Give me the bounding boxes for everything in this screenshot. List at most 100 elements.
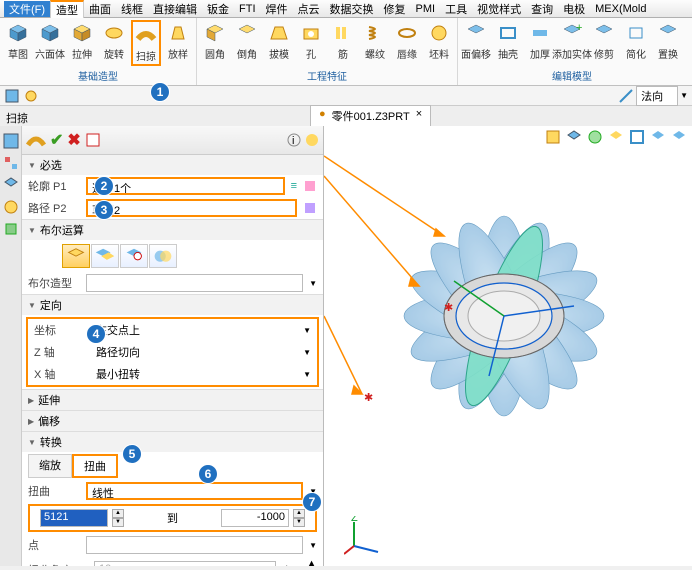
ribbon-replace[interactable]: 置换 xyxy=(653,20,683,62)
menu-tab[interactable]: 钣金 xyxy=(202,1,234,17)
ribbon-draft[interactable]: 拔模 xyxy=(264,20,294,62)
normal-icon[interactable] xyxy=(618,88,634,104)
tab-scale[interactable]: 缩放 xyxy=(28,454,72,478)
boolshape-field[interactable] xyxy=(86,274,303,292)
zaxis-field[interactable]: 路径切向 xyxy=(92,343,297,361)
vt-icon[interactable] xyxy=(586,128,604,146)
info-icon[interactable]: i xyxy=(287,133,301,147)
lt-icon[interactable] xyxy=(2,132,20,150)
angle-field[interactable]: 10 xyxy=(94,561,276,566)
vt-icon[interactable] xyxy=(607,128,625,146)
section-orient: 定向 坐标在交点上▼ Z 轴路径切向▼ X 轴最小扭转▼ xyxy=(22,295,323,390)
vt-icon[interactable] xyxy=(565,128,583,146)
marker-2: 2 xyxy=(94,176,114,196)
menu-tab[interactable]: 修复 xyxy=(379,1,411,17)
tab-twist[interactable]: 扭曲 xyxy=(72,454,118,478)
section-header[interactable]: 转换 xyxy=(22,432,323,452)
ribbon-simplify[interactable]: 简化 xyxy=(621,20,651,62)
spinner[interactable]: ▲▼ xyxy=(306,558,317,566)
ribbon-shell[interactable]: 抽壳 xyxy=(493,20,523,62)
vt-icon[interactable] xyxy=(544,128,562,146)
bool-sub[interactable] xyxy=(120,244,148,268)
ribbon-revolve[interactable]: 旋转 xyxy=(99,20,129,66)
pick-icon[interactable] xyxy=(303,179,317,193)
help-icon[interactable] xyxy=(305,133,319,147)
lt-icon[interactable] xyxy=(2,198,20,216)
ribbon-offset[interactable]: 面偏移 xyxy=(461,20,491,62)
spinner[interactable]: ▲▼ xyxy=(293,509,305,527)
menu-tab[interactable]: 曲面 xyxy=(84,1,116,17)
xaxis-field[interactable]: 最小扭转 xyxy=(92,365,297,383)
qat-icon[interactable] xyxy=(23,88,39,104)
ribbon-hole[interactable]: 孔 xyxy=(296,20,326,62)
section-offset[interactable]: 偏移 xyxy=(22,411,323,431)
section-transform: 转换 缩放 扭曲 扭曲线性▼ 5121 ▲▼ 到 -1000 ▲▼ 点▼ 扭曲角… xyxy=(22,432,323,566)
ribbon-lip[interactable]: 唇缘 xyxy=(392,20,422,62)
lt-icon[interactable] xyxy=(2,220,20,238)
coord-field[interactable]: 在交点上 xyxy=(92,321,297,339)
lt-icon[interactable] xyxy=(2,176,20,194)
menu-file[interactable]: 文件(F) xyxy=(4,1,50,17)
lt-icon[interactable] xyxy=(2,154,20,172)
ribbon-loft[interactable]: 放样 xyxy=(163,20,193,66)
section-header[interactable]: 定向 xyxy=(22,295,323,315)
ribbon-fillet[interactable]: 圆角 xyxy=(200,20,230,62)
ribbon-stock[interactable]: 坯料 xyxy=(424,20,454,62)
ribbon-sketch[interactable]: 草图 xyxy=(3,20,33,66)
profile-field[interactable]: 选中1个 xyxy=(86,177,285,195)
bool-add[interactable] xyxy=(91,244,119,268)
menu-tab[interactable]: PMI xyxy=(411,3,441,15)
vt-icon[interactable] xyxy=(649,128,667,146)
menu-tab[interactable]: 查询 xyxy=(526,1,558,17)
left-toolbar xyxy=(0,126,22,566)
menu-tab[interactable]: 视觉样式 xyxy=(472,1,526,17)
vt-icon[interactable] xyxy=(628,128,646,146)
menu-tab[interactable]: MEX(Mold xyxy=(590,3,651,15)
twist-type-field[interactable]: 线性 xyxy=(86,482,303,500)
point-field[interactable] xyxy=(86,536,303,554)
twist-to-field[interactable]: -1000 xyxy=(221,509,289,527)
ribbon-addbody[interactable]: +添加实体 xyxy=(557,20,587,62)
svg-text:+: + xyxy=(576,23,582,34)
normal-dropdown[interactable]: 法向 xyxy=(636,86,678,106)
marker-7: 7 xyxy=(302,492,322,512)
bool-none[interactable] xyxy=(62,244,90,268)
ribbon-group-title: 编辑模型 xyxy=(461,68,683,85)
menu-tab[interactable]: 线框 xyxy=(116,1,148,17)
close-icon[interactable]: × xyxy=(416,108,422,124)
bool-int[interactable] xyxy=(149,244,177,268)
section-header[interactable]: 必选 xyxy=(22,155,323,175)
ok-button[interactable]: ✔ xyxy=(50,130,63,150)
twist-from-field[interactable]: 5121 xyxy=(40,509,108,527)
section-header[interactable]: 布尔运算 xyxy=(22,220,323,240)
qat-icon[interactable] xyxy=(4,88,20,104)
point-label: 点 xyxy=(28,537,80,553)
pick-icon[interactable] xyxy=(303,201,317,215)
section-extend[interactable]: 延伸 xyxy=(22,390,323,410)
menu-tab[interactable]: 电极 xyxy=(558,1,590,17)
ribbon-extrude[interactable]: 拉伸 xyxy=(67,20,97,66)
sweep-icon xyxy=(26,131,46,149)
ribbon-chamfer[interactable]: 倒角 xyxy=(232,20,262,62)
path-field[interactable]: 草图2 xyxy=(86,199,297,217)
ribbon-sweep[interactable]: 扫掠 xyxy=(131,20,161,66)
viewport[interactable]: ✱ ✱ Z xyxy=(324,126,692,566)
spinner[interactable]: ▲▼ xyxy=(112,509,124,527)
menu-tab[interactable]: FTI xyxy=(234,3,261,15)
menu-tab[interactable]: 直接编辑 xyxy=(148,1,202,17)
menu-tab-model[interactable]: 造型 xyxy=(50,0,84,18)
vt-icon[interactable] xyxy=(670,128,688,146)
ribbon-thread[interactable]: 螺纹 xyxy=(360,20,390,62)
ribbon-trim[interactable]: 修剪 xyxy=(589,20,619,62)
menu-tab[interactable]: 焊件 xyxy=(261,1,293,17)
menu-tab[interactable]: 点云 xyxy=(293,1,325,17)
menu-tab[interactable]: 工具 xyxy=(440,1,472,17)
transform-tabs: 缩放 扭曲 xyxy=(22,452,323,480)
menu-tab[interactable]: 数据交换 xyxy=(325,1,379,17)
doc-tab[interactable]: ●零件001.Z3PRT× xyxy=(310,105,431,126)
cancel-button[interactable]: ✖ xyxy=(67,130,80,150)
ribbon-box[interactable]: 六面体 xyxy=(35,20,65,66)
apply-icon[interactable] xyxy=(85,132,101,148)
ribbon-thicken[interactable]: 加厚 xyxy=(525,20,555,62)
ribbon-rib[interactable]: 筋 xyxy=(328,20,358,62)
